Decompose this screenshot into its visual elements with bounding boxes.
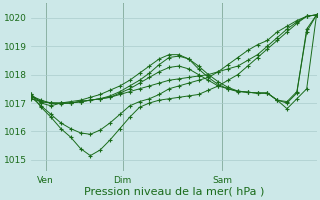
X-axis label: Pression niveau de la mer( hPa ): Pression niveau de la mer( hPa ) (84, 187, 264, 197)
